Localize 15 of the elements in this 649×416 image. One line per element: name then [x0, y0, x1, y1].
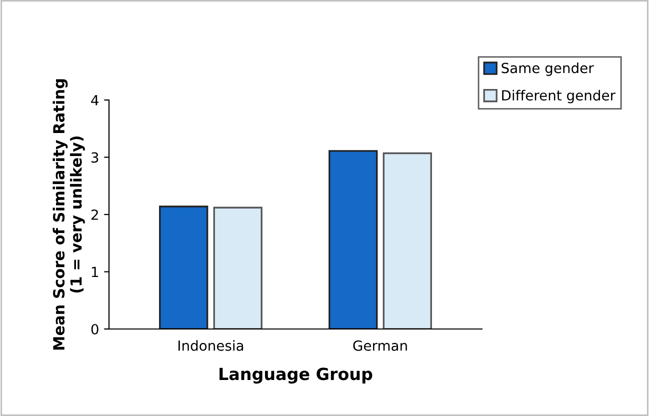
- y-tick-label: 4: [91, 95, 98, 106]
- x-tick-label: Indonesia: [178, 340, 244, 351]
- bar: [328, 150, 378, 329]
- x-axis-title: Language Group: [220, 368, 372, 384]
- bar: [159, 206, 208, 329]
- y-tick-label: 1: [92, 266, 98, 278]
- bar: [213, 206, 262, 329]
- bar: [382, 152, 432, 329]
- y-axis-title: Mean Score of Similarity Rating (1 = very unlikely): [52, 79, 85, 350]
- y-tick-label: 3: [92, 152, 98, 163]
- y-tick-label: 0: [91, 324, 98, 334]
- legend-label: Different gender: [502, 90, 616, 104]
- legend-label: Same gender: [502, 62, 594, 76]
- y-tick-label: 2: [91, 209, 98, 220]
- x-tick-label: German: [353, 340, 407, 351]
